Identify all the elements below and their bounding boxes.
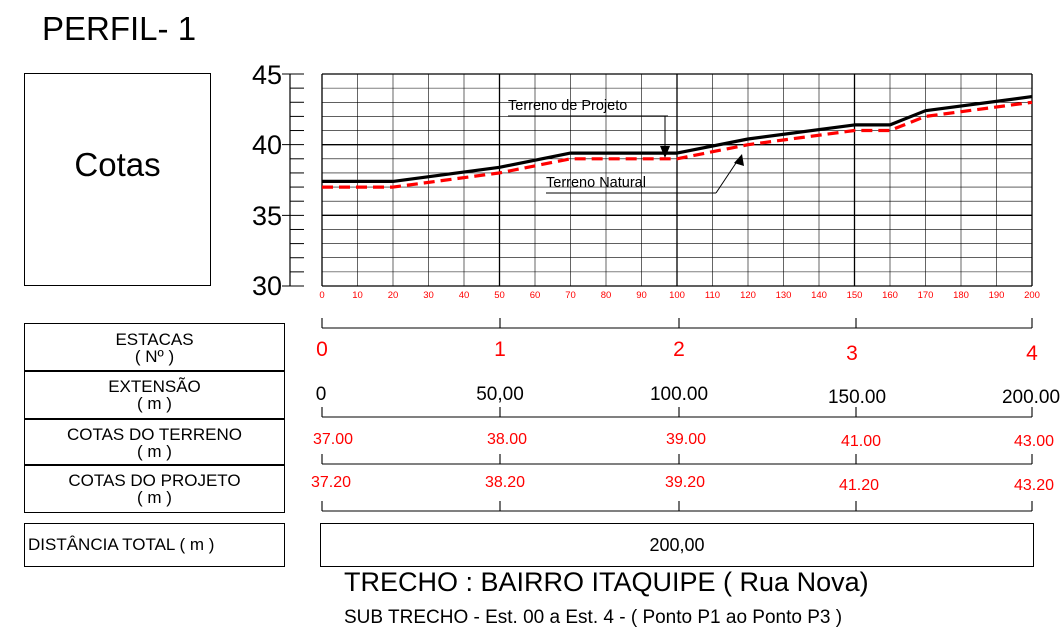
y-tick-label: 30 [251,271,282,301]
y-tick-label: 40 [251,130,282,160]
row-label-line1: COTAS DO PROJETO [68,471,241,490]
x-tick-label: 110 [705,290,720,301]
x-tick-label: 150 [847,290,863,301]
row-label-line2: ( m ) [137,488,172,507]
x-tick-label: 130 [776,290,792,301]
series-line [322,100,1033,189]
cota-projeto-value: 39.20 [664,474,706,491]
distancia-label: DISTÂNCIA TOTAL ( m ) [24,523,285,567]
annotations: Terreno de Projeto Terreno Natural [508,98,744,194]
annotation-label: Terreno de Projeto [508,98,627,114]
estaca-value: 0 [316,338,328,361]
x-tick-label: 70 [565,290,576,301]
x-tick-label: 200 [1024,290,1040,301]
cota-projeto-value: 43.20 [1013,477,1055,494]
distancia-value: 200,00 [320,523,1034,567]
x-tick-label: 80 [601,290,612,301]
x-tick-label: 30 [423,290,434,301]
row-label-cotas-terreno: COTAS DO TERRENO ( m ) [24,419,285,465]
subtrecho-title: SUB TRECHO - Est. 00 a Est. 4 - ( Ponto … [344,607,843,628]
x-tick-label: 0 [319,290,324,301]
cota-projeto-value: 38.20 [484,474,526,491]
x-tick-label: 20 [388,290,399,301]
x-tick-label: 100 [669,290,685,301]
cota-terreno-value: 39.00 [665,431,707,448]
cota-terreno-value: 41.00 [840,433,882,450]
row-label-line2: ( m ) [137,394,172,413]
cotas-box [24,73,211,286]
row-label-extensao: EXTENSÃO ( m ) [24,371,285,419]
estaca-value: 1 [494,338,506,361]
x-tick-label: 190 [989,290,1005,301]
series [322,95,1033,189]
row-label-line2: ( m ) [137,442,172,461]
x-tick-label: 50 [494,290,505,301]
cota-terreno-value: 43.00 [1013,433,1055,450]
cota-terreno-value: 38.00 [486,431,528,448]
annotation-arrow [660,146,670,158]
x-tick-label: 140 [811,290,827,301]
page-title: PERFIL- 1 [42,10,197,47]
x-tick-label: 180 [953,290,969,301]
extensao-value: 0 [315,384,327,405]
series-line [322,95,1033,183]
row-label-line1: EXTENSÃO [108,377,201,396]
row-label-line2: ( Nº ) [134,347,175,366]
annotation-leader [715,159,739,194]
extensao-value: 50,00 [476,384,524,405]
axis [282,73,304,287]
cota-projeto-value: 41.20 [838,477,880,494]
estaca-value: 2 [673,338,685,361]
grid [321,73,1033,287]
extensao-value: 200.00 [1001,387,1060,408]
x-tick-label: 170 [918,290,934,301]
table-lines [321,318,1033,512]
row-label-line1: ESTACAS [115,330,194,349]
x-tick-label: 160 [882,290,898,301]
annotation-label: Terreno Natural [546,175,646,191]
x-tick-label: 120 [740,290,756,301]
x-tick-label: 60 [530,290,541,301]
x-tick-label: 40 [459,290,470,301]
row-label-line1: COTAS DO TERRENO [66,425,243,444]
y-tick-label: 35 [251,201,282,231]
annotation-arrow [734,154,744,166]
row-label-cotas-projeto: COTAS DO PROJETO ( m ) [24,465,285,513]
y-tick-label: 45 [251,60,282,90]
row-label-estacas: ESTACAS ( Nº ) [24,323,285,371]
x-tick-label: 90 [636,290,647,301]
x-tick-label: 10 [352,290,363,301]
cota-terreno-value: 37.00 [312,431,354,448]
extensao-value: 150.00 [827,387,887,408]
trecho-title: TRECHO : BAIRRO ITAQUIPE ( Rua Nova) [344,567,869,597]
extensao-value: 100.00 [649,384,709,405]
x-ticks: 0 10 20 30 40 50 60 70 80 90 100 110 120 130 140 150 160… [319,290,1040,301]
estaca-value: 3 [846,342,858,365]
y-axis-label: Cotas [74,146,161,183]
estaca-value: 4 [1026,342,1038,365]
cota-projeto-value: 37.20 [310,474,352,491]
